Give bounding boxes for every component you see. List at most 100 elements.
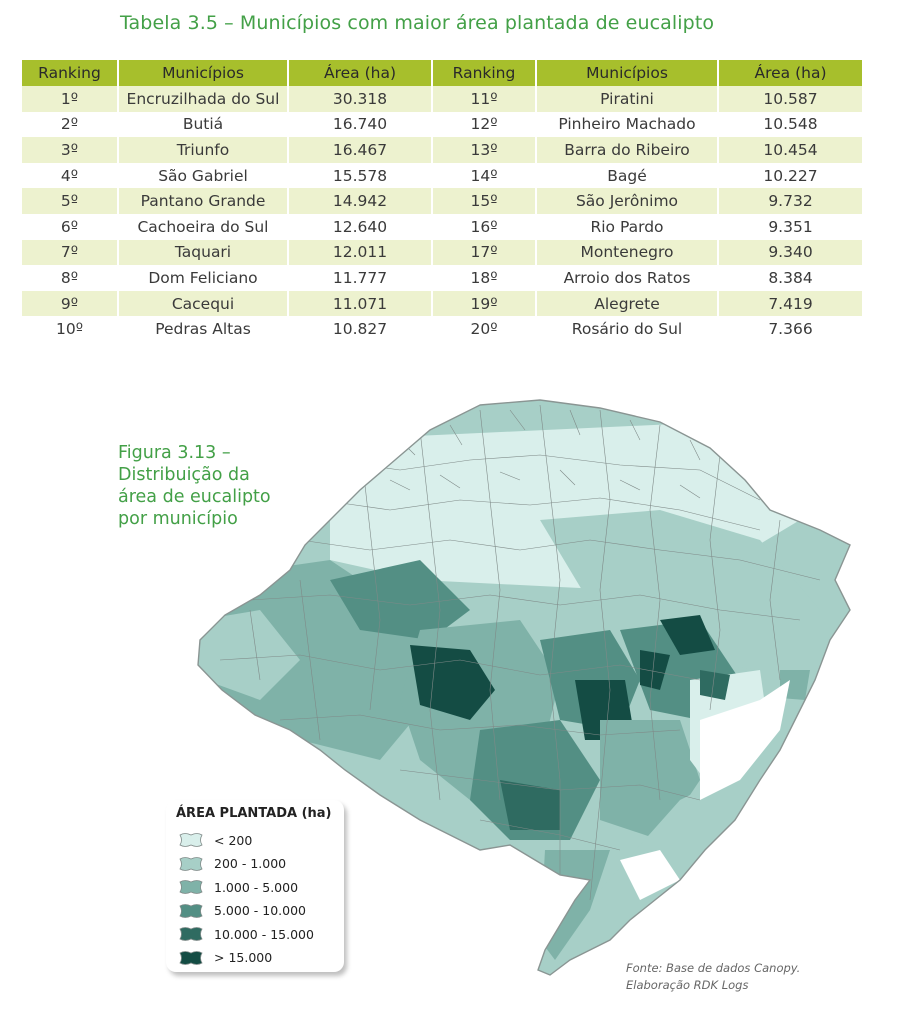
municipio-cell: Arroio dos Ratos [536, 265, 719, 291]
area-cell: 9.732 [718, 188, 862, 214]
area-cell: 10.227 [718, 162, 862, 189]
legend-swatch-icon [179, 903, 203, 918]
area-cell: 30.318 [288, 86, 433, 112]
legend-item: < 200 [178, 830, 252, 850]
caption-line: por município [118, 509, 238, 529]
legend-label: 1.000 - 5.000 [214, 879, 299, 895]
municipio-cell: Dom Feliciano [118, 265, 289, 291]
municipio-cell: Piratini [536, 86, 719, 112]
rio-grande-do-sul-map [197, 399, 851, 976]
caption-line: Figura 3.13 – [118, 443, 231, 463]
region-butia [640, 650, 670, 690]
legend-item: > 15.000 [178, 948, 272, 968]
municipio-cell: Barra do Ribeiro [536, 137, 719, 163]
table-row: 2º Butiá 16.740 12º Pinheiro Machado 10.548 [22, 111, 862, 138]
table-row: 3º Triunfo 16.467 13º Barra do Ribeiro 10.454 [22, 137, 862, 163]
table-row: 7º Taquari 12.011 17º Montenegro 9.340 [22, 239, 862, 266]
ranking-cell: 19º [432, 290, 537, 317]
ranking-cell: 6º [22, 213, 119, 240]
ranking-cell: 16º [432, 213, 537, 240]
ranking-cell: 20º [432, 316, 537, 342]
ranking-cell: 1º [22, 86, 119, 112]
legend-label: < 200 [214, 832, 253, 848]
header-ranking: Ranking [22, 60, 119, 86]
ranking-cell: 17º [432, 239, 537, 266]
header-area: Área (ha) [288, 60, 433, 86]
table-row: 10º Pedras Altas 10.827 20º Rosário do Sul 7.… [22, 316, 862, 342]
municipio-cell: São Gabriel [118, 162, 289, 189]
ranking-cell: 15º [432, 188, 537, 214]
area-cell: 10.587 [718, 86, 862, 112]
municipio-cell: Butiá [118, 111, 289, 138]
source-line: Fonte: Base de dados Canopy. [626, 961, 801, 975]
ranking-cell: 5º [22, 188, 119, 214]
state-outline [197, 399, 851, 976]
legend-item: 5.000 - 10.000 [178, 901, 306, 921]
figure-caption: Figura 3.13 – Distribuição da área de eu… [118, 442, 298, 530]
region-center-west [330, 560, 470, 640]
area-cell: 16.740 [288, 111, 433, 138]
header-ranking: Ranking [432, 60, 537, 86]
municipio-cell: Montenegro [536, 239, 719, 266]
area-cell: 9.340 [718, 239, 862, 266]
legend-label: > 15.000 [214, 950, 273, 965]
municipio-cell: Pinheiro Machado [536, 111, 719, 138]
area-cell: 9.351 [718, 213, 862, 240]
municipio-cell: Taquari [118, 239, 289, 266]
legend-swatch-icon [179, 833, 203, 847]
ranking-cell: 9º [22, 290, 119, 317]
ranking-cell: 2º [22, 111, 119, 138]
area-cell: 15.578 [288, 162, 433, 189]
ranking-cell: 7º [22, 239, 119, 266]
table-row: 5º Pantano Grande 14.942 15º São Jerônimo 9.7… [22, 188, 862, 214]
table-row: 6º Cachoeira do Sul 12.640 16º Rio Pardo 9.35… [22, 213, 862, 240]
caption-line: área de eucalipto [118, 487, 271, 507]
region-far-west [200, 610, 300, 700]
table-row: 4º São Gabriel 15.578 14º Bagé 10.227 [22, 162, 862, 189]
region-northeast [540, 510, 820, 670]
municipio-cell: Pedras Altas [118, 316, 289, 342]
ranking-cell: 10º [22, 316, 119, 342]
area-cell: 10.548 [718, 111, 862, 138]
ranking-cell: 12º [432, 111, 537, 138]
header-municipios: Municípios [118, 60, 289, 86]
area-cell: 12.640 [288, 213, 433, 240]
municipio-cell: Cachoeira do Sul [118, 213, 289, 240]
caption-line: Distribuição da [118, 465, 250, 485]
region-triunfo [660, 615, 715, 655]
ranking-cell: 8º [22, 265, 119, 291]
ranking-table: Ranking Municípios Área (ha) Ranking Mun… [22, 60, 862, 342]
legend-label: 5.000 - 10.000 [214, 903, 306, 918]
table-row: 8º Dom Feliciano 11.777 18º Arroio dos Ratos… [22, 265, 862, 291]
area-cell: 10.454 [718, 137, 862, 163]
area-cell: 7.419 [718, 290, 862, 317]
ranking-cell: 18º [432, 265, 537, 291]
legend-title: ÁREA PLANTADA (ha) [176, 806, 332, 821]
ranking-cell: 13º [432, 137, 537, 163]
municipio-cell: São Jerônimo [536, 188, 719, 214]
table-title: Tabela 3.5 – Municípios com maior área p… [120, 12, 715, 34]
legend-swatch-icon [179, 856, 203, 871]
legend-swatch-icon [179, 950, 203, 965]
region-south-center [470, 720, 600, 840]
legend-item: 1.000 - 5.000 [178, 877, 298, 897]
table-row: 1º Encruzilhada do Sul 30.318 11º Piratini 10… [22, 86, 862, 112]
area-cell: 10.827 [288, 316, 433, 342]
area-cell: 7.366 [718, 316, 862, 342]
header-municipios: Municípios [536, 60, 719, 86]
municipio-cell: Rosário do Sul [536, 316, 719, 342]
table-row: 9º Cacequi 11.071 19º Alegrete 7.419 [22, 290, 862, 317]
legend-item: 10.000 - 15.000 [178, 924, 314, 944]
municipio-cell: Pantano Grande [118, 188, 289, 214]
source-line: Elaboração RDK Logs [626, 978, 749, 992]
legend-label: 200 - 1.000 [214, 856, 287, 871]
municipio-cell: Triunfo [118, 137, 289, 163]
header-area: Área (ha) [718, 60, 862, 86]
table-header-row: Ranking Municípios Área (ha) Ranking Mun… [22, 60, 862, 86]
lagoa-mirim [620, 850, 680, 900]
municipio-cell: Cacequi [118, 290, 289, 317]
municipio-cell: Alegrete [536, 290, 719, 317]
area-cell: 11.071 [288, 290, 433, 317]
municipio-cell: Bagé [536, 162, 719, 189]
legend-label: 10.000 - 15.000 [214, 926, 314, 942]
